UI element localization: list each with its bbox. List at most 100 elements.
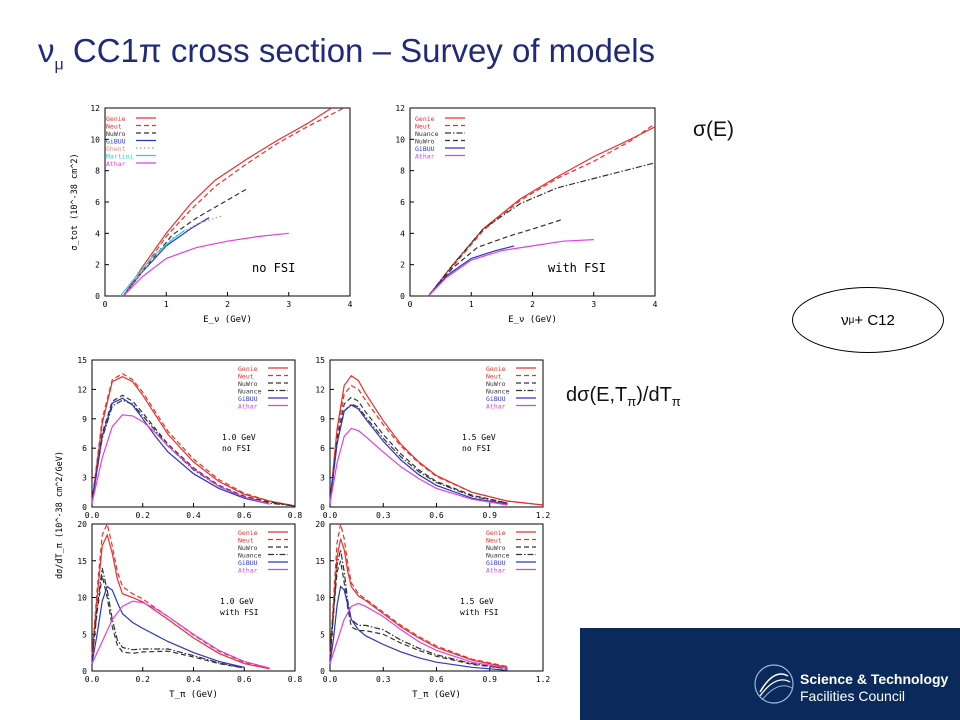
series-neut-4	[91, 522, 270, 669]
x-tick-label-3-0: 0.0	[323, 511, 338, 520]
series-nuwro-0	[122, 188, 247, 297]
legend-label-genie-0: Genie	[106, 115, 126, 123]
series-nuwro-2	[91, 394, 296, 507]
y-tick-label-2-0: 0	[82, 503, 87, 512]
y-tick-label-2-3: 9	[82, 415, 87, 424]
y-tick-label-3-0: 0	[320, 503, 325, 512]
legend-label-nuwro-4: NuWro	[238, 544, 258, 552]
series-athar-4	[91, 600, 270, 669]
footer-logo-text: Science & Technology Facilities Council	[800, 671, 948, 705]
annotation-5-1: with FSI	[460, 608, 499, 617]
series-ghent-0	[122, 215, 222, 297]
x-tick-label-1-4: 4	[653, 300, 658, 309]
legend-label-athar-2: Athar	[238, 403, 258, 411]
series-genie-1	[427, 126, 656, 297]
series-athar-5	[329, 602, 508, 669]
footer-line2: Facilities Council	[800, 688, 906, 704]
annotation-3-1: no FSI	[462, 444, 491, 453]
series-nuance-4	[91, 567, 245, 669]
y-tick-label-0-2: 4	[95, 229, 100, 238]
y-tick-label-4-1: 5	[82, 630, 87, 639]
y-axis-label-2: dσ/dT_π (10^-38 cm^2/GeV)	[55, 451, 65, 579]
series-neut-3	[329, 384, 544, 506]
annotation-5-0: 1.5 GeV	[460, 597, 494, 606]
legend-label-ghent-0: Ghent	[106, 145, 126, 153]
y-tick-label-1-3: 6	[400, 198, 405, 207]
series-gibuu-4	[91, 585, 245, 668]
y-tick-label-3-5: 15	[315, 356, 325, 365]
y-tick-label-5-3: 15	[315, 557, 325, 566]
legend-label-athar-0: Athar	[106, 160, 126, 168]
series-neut-0	[122, 107, 345, 297]
y-tick-label-4-2: 10	[77, 594, 87, 603]
legend-label-gibuu-5: GiBUU	[486, 559, 506, 567]
y-axis-label-0: σ_tot (10^-38 cm^2)	[70, 153, 80, 250]
series-neut-1	[427, 123, 656, 297]
y-tick-label-3-1: 3	[320, 474, 325, 483]
y-tick-label-4-4: 20	[77, 520, 87, 529]
y-tick-label-2-4: 12	[77, 385, 87, 394]
series-genie-4	[91, 533, 270, 670]
stfc-logo-icon	[754, 664, 794, 704]
legend-label-nuance-5: Nuance	[486, 552, 510, 560]
y-tick-label-3-4: 12	[315, 385, 325, 394]
series-nuance-3	[329, 403, 508, 504]
series-gibuu-0	[122, 217, 210, 297]
legend-label-neut-3: Neut	[486, 373, 502, 381]
legend-label-genie-2: Genie	[238, 365, 258, 373]
series-nuwro-3	[329, 396, 508, 504]
series-athar-1	[427, 239, 594, 297]
y-tick-label-4-3: 15	[77, 557, 87, 566]
y-tick-label-2-2: 6	[82, 444, 87, 453]
legend-label-genie-1: Genie	[415, 115, 435, 123]
x-tick-label-0-3: 3	[286, 300, 291, 309]
y-tick-label-0-0: 0	[95, 292, 100, 301]
series-gibuu-1	[427, 245, 515, 297]
dsigma-label: dσ(E,Tπ)/dTπ	[566, 384, 681, 409]
legend-label-nuwro-0: NuWro	[106, 130, 126, 138]
annotation-4-0: 1.0 GeV	[220, 597, 254, 606]
x-tick-label-4-2: 0.4	[186, 675, 201, 684]
series-neut-2	[91, 373, 296, 507]
x-tick-label-3-4: 1.2	[536, 511, 551, 520]
legend-label-gibuu-1: GiBUU	[415, 145, 435, 153]
series-gibuu-3	[329, 404, 508, 505]
series-nuwro-5	[329, 560, 508, 670]
legend-label-nuwro-1: NuWro	[415, 138, 435, 146]
x-tick-label-3-3: 0.9	[483, 511, 498, 520]
y-tick-label-1-4: 8	[400, 167, 405, 176]
series-nuance-1	[427, 162, 656, 297]
series-genie-5	[329, 538, 508, 668]
series-athar-2	[91, 414, 270, 505]
y-tick-label-4-0: 0	[82, 667, 87, 676]
legend-label-martini-0: Martini	[106, 153, 133, 161]
series-gibuu-5	[329, 585, 508, 671]
x-tick-label-3-2: 0.6	[429, 511, 444, 520]
legend-label-genie-5: Genie	[486, 529, 506, 537]
x-tick-label-2-4: 0.8	[288, 511, 303, 520]
series-nuance-5	[329, 549, 508, 670]
legend-label-nuwro-2: NuWro	[238, 380, 258, 388]
y-tick-label-0-6: 12	[90, 104, 100, 113]
annotation-2-0: 1.0 GeV	[222, 433, 256, 442]
y-tick-label-0-4: 8	[95, 167, 100, 176]
y-tick-label-3-2: 6	[320, 444, 325, 453]
series-genie-0	[122, 107, 332, 297]
y-tick-label-5-4: 20	[315, 520, 325, 529]
legend-label-athar-4: Athar	[238, 567, 258, 575]
y-tick-label-0-5: 10	[90, 135, 100, 144]
series-nuwro-1	[427, 218, 564, 297]
y-tick-label-1-5: 10	[395, 135, 405, 144]
x-tick-label-5-2: 0.6	[429, 675, 444, 684]
legend-label-genie-3: Genie	[486, 365, 506, 373]
x-tick-label-1-1: 1	[469, 300, 474, 309]
x-tick-label-1-2: 2	[530, 300, 535, 309]
x-axis-label-1: E_ν (GeV)	[508, 315, 557, 325]
legend-label-neut-5: Neut	[486, 537, 502, 545]
legend-label-genie-4: Genie	[238, 529, 258, 537]
slide-title: νμ CC1π cross section – Survey of models	[38, 32, 656, 74]
x-tick-label-1-0: 0	[408, 300, 413, 309]
annotation-2-1: no FSI	[222, 444, 251, 453]
series-athar-3	[329, 427, 508, 506]
